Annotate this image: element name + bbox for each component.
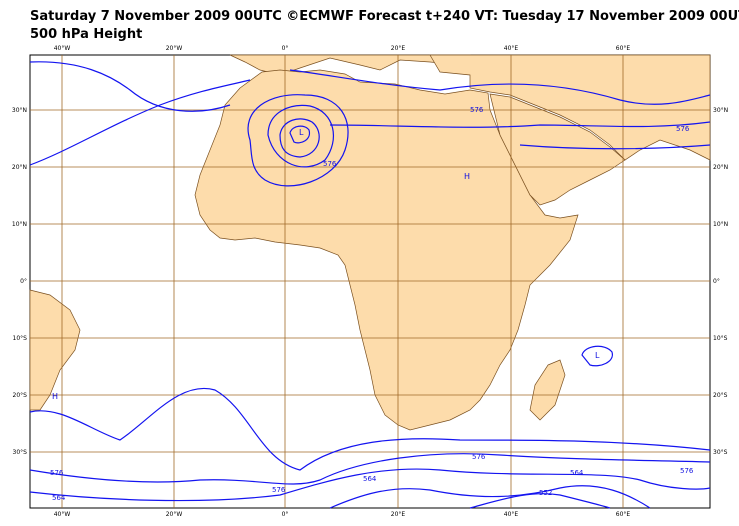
lon-label: 60°E — [616, 511, 631, 518]
map: 576 576 576 576 576 576 576 564 564 564 … — [12, 45, 728, 518]
contour-label: 576 — [323, 160, 337, 168]
lat-label: 30°S — [713, 449, 728, 456]
lon-label: 40°E — [504, 45, 519, 52]
low-marker: L — [299, 128, 304, 137]
lat-label: 10°N — [713, 221, 728, 228]
high-marker: H — [52, 392, 58, 401]
subtitle: 500 hPa Height — [30, 27, 142, 42]
lat-label: 20°S — [713, 392, 728, 399]
lat-label: 0° — [20, 278, 27, 285]
contour-labels: 576 576 576 576 576 576 576 564 564 564 … — [50, 106, 694, 502]
lon-label: 40°W — [54, 45, 71, 52]
graticule — [30, 55, 710, 508]
lat-label: 10°S — [13, 335, 28, 342]
lat-label: 30°N — [713, 107, 728, 114]
contour-label: 564 — [363, 475, 377, 483]
lat-label: 30°N — [12, 107, 27, 114]
lat-label: 20°N — [12, 164, 27, 171]
contour-label: 564 — [570, 469, 584, 477]
low-marker: L — [595, 351, 600, 360]
contour-label: 576 — [272, 486, 286, 494]
pressure-markers: L H L H — [52, 128, 600, 401]
lon-label: 20°W — [166, 511, 183, 518]
contour-label: 564 — [52, 494, 66, 502]
lon-label: 20°W — [166, 45, 183, 52]
lon-label: 40°W — [54, 511, 71, 518]
lon-label: 20°E — [391, 45, 406, 52]
lat-label: 10°S — [713, 335, 728, 342]
contour-label: 576 — [50, 469, 64, 477]
contour-label: 576 — [470, 106, 484, 114]
lon-label: 0° — [282, 45, 289, 52]
lat-label: 30°S — [13, 449, 28, 456]
lat-label: 10°N — [12, 221, 27, 228]
contour-label: 576 — [676, 125, 690, 133]
lat-label: 0° — [713, 278, 720, 285]
contour-label: 576 — [472, 453, 486, 461]
title: Saturday 7 November 2009 00UTC ©ECMWF Fo… — [30, 9, 739, 24]
contour-label: 576 — [680, 467, 694, 475]
lon-label: 40°E — [504, 511, 519, 518]
lat-label: 20°S — [13, 392, 28, 399]
contours — [29, 61, 711, 509]
contour-label: 552 — [539, 489, 552, 497]
lon-label: 20°E — [391, 511, 406, 518]
lon-label: 0° — [282, 511, 289, 518]
lat-label: 20°N — [713, 164, 728, 171]
axis-labels: 40°W 40°W 20°W 20°W 0° 0° 20°E 20°E 40°E 40°E 60°E… — [12, 45, 728, 518]
high-marker: H — [464, 172, 470, 181]
lon-label: 60°E — [616, 45, 631, 52]
